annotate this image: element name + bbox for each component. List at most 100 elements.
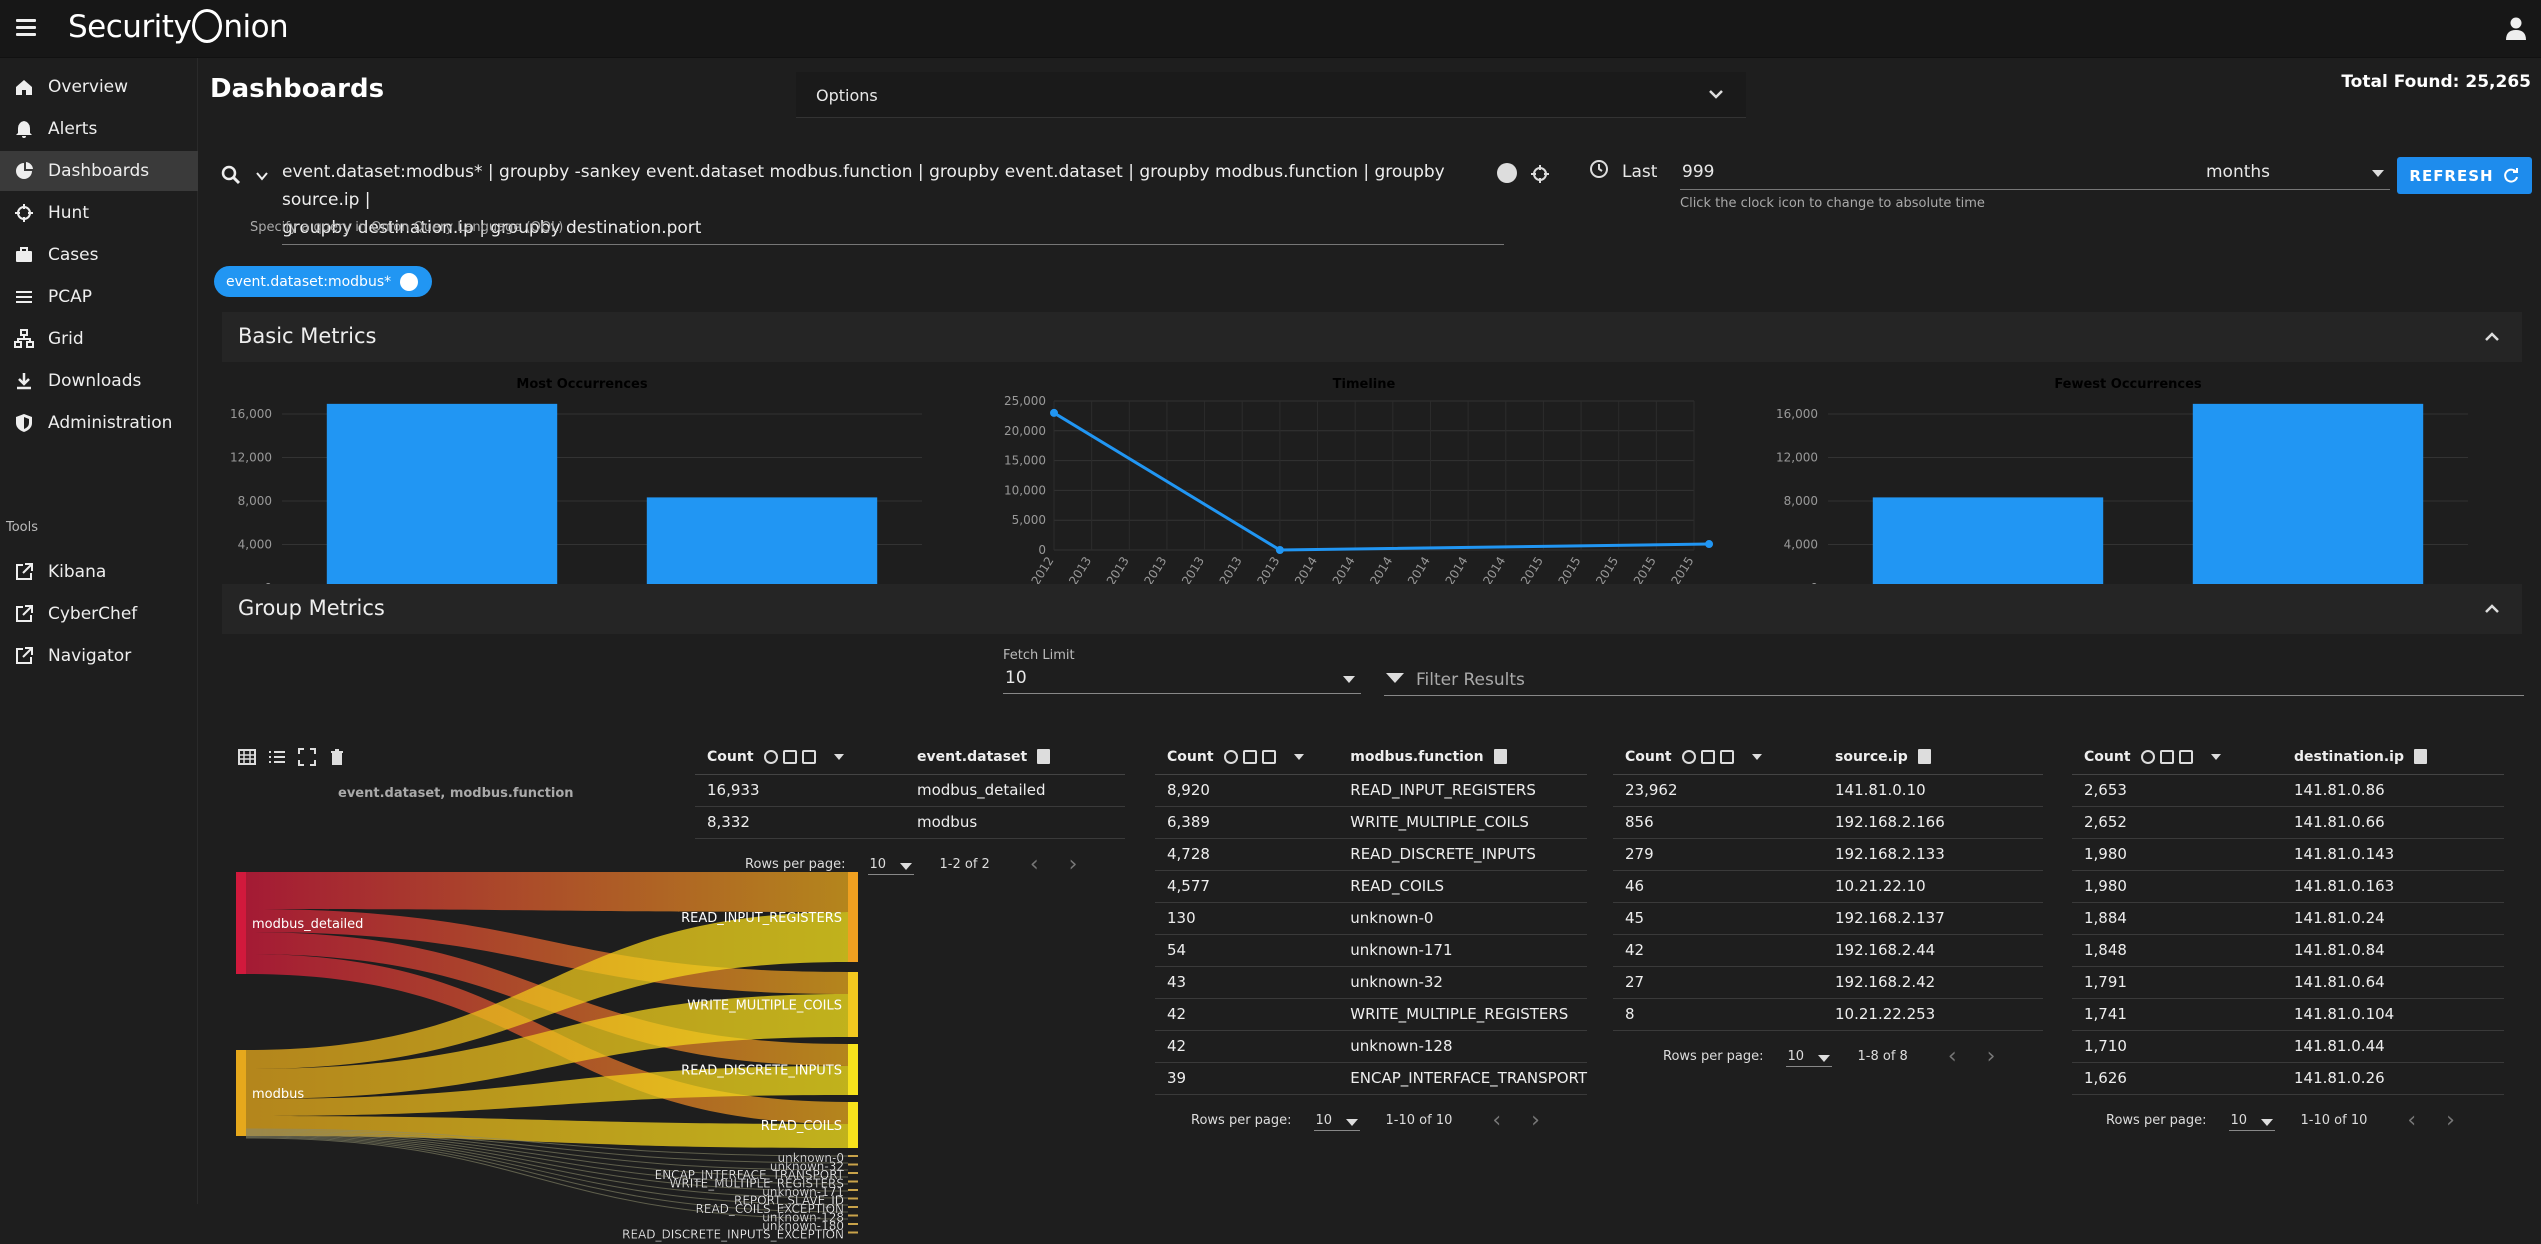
- value-cell[interactable]: 141.81.0.24: [2282, 902, 2504, 935]
- fullscreen-icon[interactable]: [1261, 749, 1276, 764]
- table-row[interactable]: 1,626 141.81.0.26: [2072, 1062, 2504, 1095]
- value-cell[interactable]: 192.168.2.137: [1823, 902, 2043, 935]
- bar-chart-icon[interactable]: [1242, 749, 1257, 764]
- count-column-header[interactable]: Count: [2072, 740, 2282, 775]
- table-row[interactable]: 4,577 READ_COILS: [1155, 870, 1587, 903]
- value-cell[interactable]: READ_DISCRETE_INPUTS: [1338, 838, 1587, 871]
- value-cell[interactable]: READ_INPUT_REGISTERS: [1338, 774, 1587, 807]
- count-column-header[interactable]: Count: [695, 740, 905, 775]
- sidebar-item-hunt[interactable]: Hunt: [0, 193, 198, 233]
- refresh-button[interactable]: REFRESH: [2397, 157, 2532, 194]
- table-row[interactable]: 1,884 141.81.0.24: [2072, 902, 2504, 935]
- table-row[interactable]: 1,848 141.81.0.84: [2072, 934, 2504, 967]
- query-input[interactable]: event.dataset:modbus* | groupby -sankey …: [282, 158, 1504, 245]
- table-row[interactable]: 42 WRITE_MULTIPLE_REGISTERS: [1155, 998, 1587, 1031]
- delete-icon[interactable]: [1917, 749, 1931, 765]
- table-row[interactable]: 39 ENCAP_INTERFACE_TRANSPORT: [1155, 1062, 1587, 1095]
- table-view-icon[interactable]: [238, 748, 256, 766]
- next-page-icon[interactable]: ›: [1531, 1108, 1570, 1133]
- table-row[interactable]: 856 192.168.2.166: [1613, 806, 2043, 839]
- sidebar-item-cyberchef[interactable]: CyberChef: [0, 594, 198, 634]
- filter-results-input[interactable]: Filter Results: [1384, 664, 2524, 696]
- history-clock-icon[interactable]: [1587, 158, 1609, 180]
- delete-icon[interactable]: [2413, 749, 2427, 765]
- value-cell[interactable]: 192.168.2.133: [1823, 838, 2043, 871]
- table-row[interactable]: 2,652 141.81.0.66: [2072, 806, 2504, 839]
- basic-metrics-header[interactable]: Basic Metrics: [222, 312, 2522, 362]
- value-cell[interactable]: 141.81.0.104: [2282, 998, 2504, 1031]
- prev-page-icon[interactable]: ‹: [1947, 1044, 1987, 1069]
- sidebar-item-overview[interactable]: Overview: [0, 67, 198, 107]
- list-view-icon[interactable]: [268, 748, 286, 766]
- bar-chart-icon[interactable]: [2159, 749, 2174, 764]
- value-cell[interactable]: 141.81.0.84: [2282, 934, 2504, 967]
- value-cell[interactable]: 10.21.22.253: [1823, 998, 2043, 1031]
- sort-dropdown-icon[interactable]: [2210, 753, 2221, 760]
- fullscreen-icon[interactable]: [2178, 749, 2193, 764]
- sidebar-item-downloads[interactable]: Downloads: [0, 361, 198, 401]
- field-column-header[interactable]: destination.ip: [2282, 740, 2504, 775]
- table-row[interactable]: 1,980 141.81.0.163: [2072, 870, 2504, 903]
- group-metrics-header[interactable]: Group Metrics: [222, 584, 2522, 634]
- clear-query-icon[interactable]: [1497, 163, 1517, 183]
- rows-per-page-select[interactable]: 10: [1785, 1047, 1832, 1067]
- sidebar-item-administration[interactable]: Administration: [0, 403, 198, 443]
- value-cell[interactable]: WRITE_MULTIPLE_COILS: [1338, 806, 1587, 839]
- close-icon[interactable]: [400, 272, 419, 291]
- value-cell[interactable]: 10.21.22.10: [1823, 870, 2043, 903]
- value-cell[interactable]: 192.168.2.42: [1823, 966, 2043, 999]
- value-cell[interactable]: 141.81.0.10: [1823, 774, 2043, 807]
- crosshair-target-icon[interactable]: [1530, 164, 1550, 184]
- value-cell[interactable]: READ_COILS: [1338, 870, 1587, 903]
- table-row[interactable]: 45 192.168.2.137: [1613, 902, 2043, 935]
- query-history-chevron-icon[interactable]: [254, 168, 270, 184]
- next-page-icon[interactable]: ›: [1986, 1044, 2026, 1069]
- value-cell[interactable]: unknown-0: [1338, 902, 1587, 935]
- value-cell[interactable]: unknown-32: [1338, 966, 1587, 999]
- value-cell[interactable]: ENCAP_INTERFACE_TRANSPORT: [1338, 1062, 1587, 1095]
- fullscreen-icon[interactable]: [801, 749, 816, 764]
- table-row[interactable]: 279 192.168.2.133: [1613, 838, 2043, 871]
- count-column-header[interactable]: Count: [1155, 740, 1339, 775]
- table-row[interactable]: 4,728 READ_DISCRETE_INPUTS: [1155, 838, 1587, 871]
- field-column-header[interactable]: source.ip: [1823, 740, 2043, 775]
- pie-chart-icon[interactable]: [2140, 749, 2155, 764]
- user-account-icon[interactable]: [2505, 16, 2527, 40]
- sidebar-item-alerts[interactable]: Alerts: [0, 109, 198, 149]
- delete-icon[interactable]: [1493, 749, 1507, 765]
- table-row[interactable]: 8,920 READ_INPUT_REGISTERS: [1155, 774, 1587, 807]
- value-cell[interactable]: modbus: [905, 806, 1125, 839]
- sidebar-item-pcap[interactable]: PCAP: [0, 277, 198, 317]
- rows-per-page-select[interactable]: 10: [2228, 1111, 2275, 1131]
- value-cell[interactable]: unknown-171: [1338, 934, 1587, 967]
- value-cell[interactable]: 192.168.2.166: [1823, 806, 2043, 839]
- sort-dropdown-icon[interactable]: [1293, 753, 1304, 760]
- relative-time-value-input[interactable]: 999: [1680, 156, 2242, 190]
- table-row[interactable]: 1,980 141.81.0.143: [2072, 838, 2504, 871]
- table-row[interactable]: 1,710 141.81.0.44: [2072, 1030, 2504, 1063]
- sidebar-item-kibana[interactable]: Kibana: [0, 552, 198, 592]
- table-row[interactable]: 2,653 141.81.0.86: [2072, 774, 2504, 807]
- value-cell[interactable]: 141.81.0.26: [2282, 1062, 2504, 1095]
- value-cell[interactable]: 141.81.0.44: [2282, 1030, 2504, 1063]
- menu-icon[interactable]: [16, 19, 36, 36]
- count-column-header[interactable]: Count: [1613, 740, 1823, 775]
- delete-icon[interactable]: [1037, 749, 1051, 765]
- value-cell[interactable]: unknown-128: [1338, 1030, 1587, 1063]
- table-row[interactable]: 43 unknown-32: [1155, 966, 1587, 999]
- prev-page-icon[interactable]: ‹: [1029, 852, 1069, 877]
- value-cell[interactable]: 192.168.2.44: [1823, 934, 2043, 967]
- prev-page-icon[interactable]: ‹: [2407, 1108, 2447, 1133]
- pie-chart-icon[interactable]: [1223, 749, 1238, 764]
- table-row[interactable]: 130 unknown-0: [1155, 902, 1587, 935]
- value-cell[interactable]: 141.81.0.86: [2282, 774, 2504, 807]
- bar-chart-icon[interactable]: [782, 749, 797, 764]
- rows-per-page-select[interactable]: 10: [867, 855, 914, 875]
- value-cell[interactable]: 141.81.0.66: [2282, 806, 2504, 839]
- field-column-header[interactable]: modbus.function: [1338, 740, 1587, 775]
- table-row[interactable]: 6,389 WRITE_MULTIPLE_COILS: [1155, 806, 1587, 839]
- bar-chart-icon[interactable]: [1700, 749, 1715, 764]
- fullscreen-icon[interactable]: [298, 748, 316, 766]
- table-row[interactable]: 8 10.21.22.253: [1613, 998, 2043, 1031]
- fullscreen-icon[interactable]: [1719, 749, 1734, 764]
